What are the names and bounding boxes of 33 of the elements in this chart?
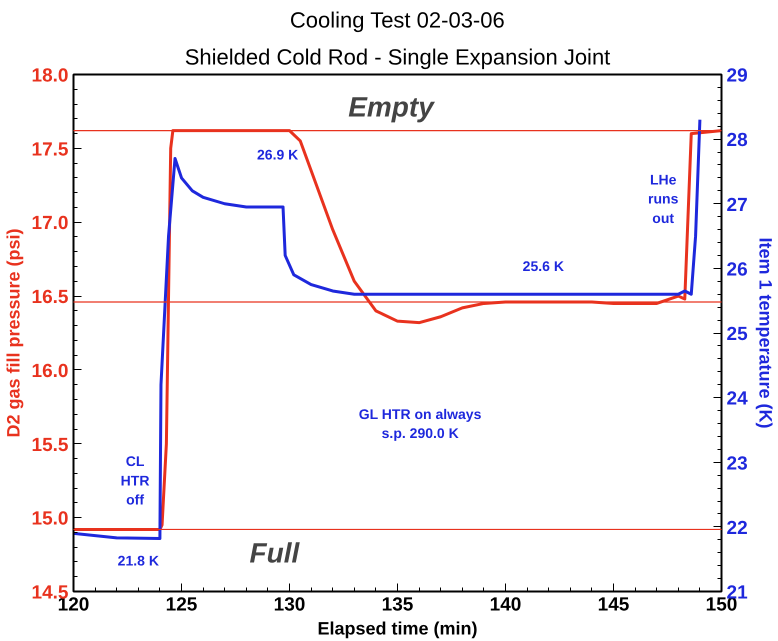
ref-line-label: Full	[249, 537, 300, 568]
y2-axis-title: Item 1 temperature (K)	[756, 237, 776, 429]
x-tick-label: 125	[166, 594, 198, 616]
y2-tick-label: 23	[726, 453, 748, 474]
x-tick-label: 140	[490, 594, 522, 616]
annotation: CL HTR off	[120, 453, 150, 508]
y2-tick-label: 27	[726, 194, 748, 216]
x-tick-label: 145	[598, 594, 630, 616]
y-tick-label: 18.0	[32, 66, 69, 86]
annotation: 25.6 K	[522, 258, 564, 274]
y-tick-label: 15.0	[32, 508, 69, 530]
y-tick-label: 15.5	[32, 434, 69, 456]
y-tick-label: 17.5	[32, 139, 69, 160]
chart-subtitle: Shielded Cold Rod - Single Expansion Joint	[184, 44, 610, 70]
y2-tick-label: 26	[726, 259, 748, 280]
y2-tick-label: 22	[726, 518, 748, 539]
chart-title: Cooling Test 02-03-06	[290, 8, 505, 32]
x-tick-label: 130	[274, 594, 306, 616]
ref-line-label: Empty	[348, 92, 436, 123]
annotation: 21.8 K	[118, 552, 159, 568]
x-axis-title: Elapsed time (min)	[317, 618, 478, 638]
x-tick-label: 135	[382, 594, 414, 616]
y-tick-label: 16.0	[32, 360, 69, 382]
y2-tick-label: 29	[726, 66, 748, 86]
annotation: GL HTR on always s.p. 290.0 K	[358, 406, 482, 442]
y-tick-label: 16.5	[32, 287, 69, 308]
y-tick-label: 17.0	[32, 213, 69, 234]
annotation: 26.9 K	[256, 146, 298, 163]
y2-tick-label: 25	[726, 324, 748, 345]
annotation: LHe runs out	[648, 171, 679, 226]
y-axis-title: D2 gas fill pressure (psi)	[4, 228, 24, 438]
y2-tick-label: 24	[726, 388, 748, 410]
y2-tick-label: 28	[726, 130, 748, 152]
